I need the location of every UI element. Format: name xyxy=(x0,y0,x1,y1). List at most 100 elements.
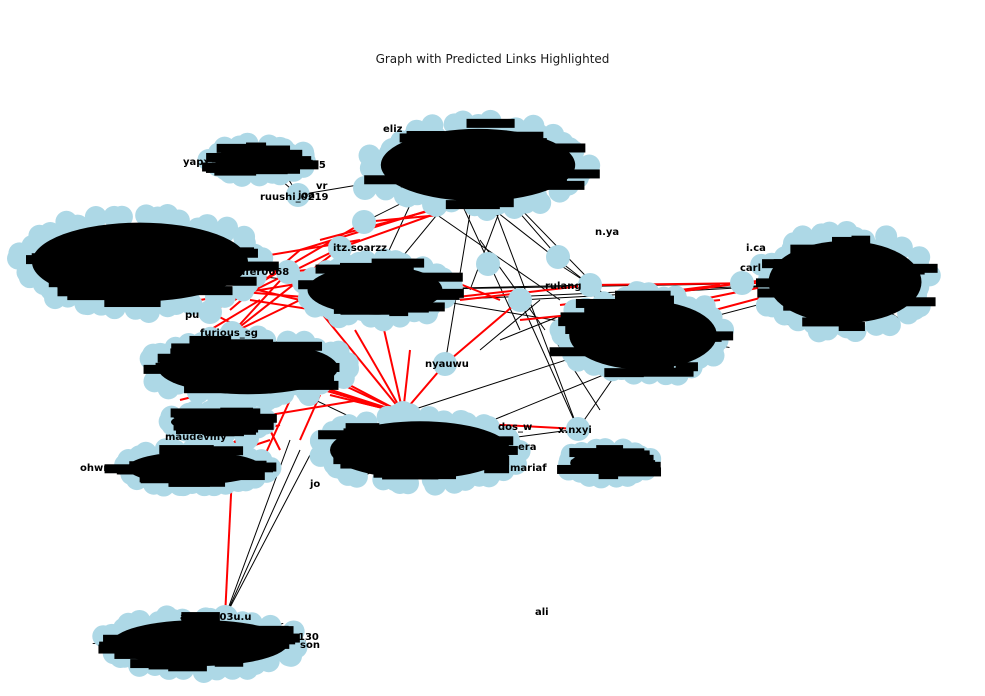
overlapping-label-fragment xyxy=(461,198,514,208)
node-label: era xyxy=(518,442,536,453)
node xyxy=(358,144,381,167)
hub-node xyxy=(198,300,222,324)
figure-title: Graph with Predicted Links Highlighted xyxy=(375,52,610,66)
overlapping-label-fragment xyxy=(560,312,588,322)
edge xyxy=(469,209,501,291)
hub-node xyxy=(433,352,457,376)
overlapping-label-fragment xyxy=(103,634,151,644)
overlapping-label-fragment xyxy=(295,374,335,384)
overlapping-label-fragment xyxy=(221,147,243,157)
overlapping-label-fragment xyxy=(114,649,148,659)
node-label: yapx xyxy=(183,157,210,168)
overlapping-label-fragment xyxy=(194,451,236,461)
overlapping-label-fragment xyxy=(219,339,274,349)
overlapping-label-fragment xyxy=(181,612,220,622)
predicted-link xyxy=(264,399,291,456)
predicted-link xyxy=(224,474,233,618)
overlapping-label-fragment xyxy=(773,259,823,269)
node-label: itz.soarzz xyxy=(333,243,387,254)
overlapping-label-fragment xyxy=(405,303,429,313)
overlapping-label-fragment xyxy=(831,236,858,246)
node-label: rulang xyxy=(545,281,582,292)
overlapping-label-fragment xyxy=(649,361,674,371)
predicted-link xyxy=(209,299,261,331)
overlapping-label-fragment xyxy=(57,287,94,297)
overlapping-label-fragment xyxy=(333,455,355,465)
node xyxy=(422,193,445,216)
overlapping-label-fragment xyxy=(456,192,497,202)
node xyxy=(508,440,531,463)
overlapping-label-fragment xyxy=(340,304,395,314)
overlapping-label-fragment xyxy=(570,459,594,469)
overlapping-label-fragment xyxy=(214,166,257,176)
overlapping-label-fragment xyxy=(783,301,818,311)
overlapping-label-fragment xyxy=(271,164,301,174)
overlapping-label-fragment xyxy=(498,131,544,141)
overlapping-label-fragment xyxy=(371,258,425,268)
hub-node xyxy=(508,288,532,312)
overlapping-label-fragment xyxy=(615,465,649,475)
overlapping-label-fragment xyxy=(199,446,244,456)
overlapping-label-fragment xyxy=(116,465,170,475)
overlapping-label-fragment xyxy=(104,298,161,308)
hub-node xyxy=(578,273,602,297)
edge xyxy=(479,299,541,351)
overlapping-label-fragment xyxy=(624,294,664,304)
node-label: vr xyxy=(316,181,328,192)
overlapping-label-fragment xyxy=(394,423,442,433)
hub-node xyxy=(730,271,754,295)
predicted-link xyxy=(363,214,441,223)
node xyxy=(216,216,239,239)
overlapping-label-fragment xyxy=(202,425,256,435)
node-label: 505 xyxy=(305,160,326,171)
overlapping-label-fragment xyxy=(548,169,600,179)
edge xyxy=(519,299,579,430)
overlapping-label-fragment xyxy=(173,353,198,363)
hub-node xyxy=(328,236,352,260)
predicted-link xyxy=(354,329,404,414)
overlapping-label-fragment xyxy=(343,428,363,438)
node-label: ruushi_0219 xyxy=(260,192,329,203)
node-label: ohwny xyxy=(80,463,117,474)
overlapping-label-fragment xyxy=(466,118,515,128)
overlapping-label-fragment xyxy=(389,307,409,317)
overlapping-label-fragment xyxy=(99,641,131,651)
overlapping-label-fragment xyxy=(342,434,381,444)
overlapping-label-fragment xyxy=(242,165,288,175)
overlapping-label-fragment xyxy=(286,362,340,372)
overlapping-label-fragment xyxy=(904,265,925,275)
overlapping-label-fragment xyxy=(400,178,452,188)
node-label: maudevmy xyxy=(165,432,227,443)
overlapping-label-fragment xyxy=(214,657,244,667)
overlapping-label-fragment xyxy=(171,343,217,353)
overlapping-label-fragment xyxy=(641,367,694,377)
node-label: jo xyxy=(309,479,320,490)
overlapping-label-fragment xyxy=(364,175,404,185)
overlapping-label-fragment xyxy=(220,247,255,257)
overlapping-label-fragment xyxy=(547,143,586,153)
overlapping-label-fragment xyxy=(134,295,156,305)
hub-node xyxy=(476,252,500,276)
overlapping-label-fragment xyxy=(382,470,439,480)
overlapping-label-fragment xyxy=(405,289,446,299)
overlapping-label-fragment xyxy=(491,455,510,465)
overlapping-label-fragment xyxy=(481,446,510,456)
overlapping-label-fragment xyxy=(340,459,370,469)
overlapping-label-fragment xyxy=(386,161,412,171)
overlapping-label-fragment xyxy=(431,470,457,480)
overlapping-label-fragment xyxy=(271,341,323,351)
node-label: n.ya xyxy=(595,227,619,238)
overlapping-label-fragment xyxy=(143,364,189,374)
overlapping-label-fragment xyxy=(48,278,93,288)
hub-node xyxy=(566,417,590,441)
overlapping-label-fragment xyxy=(882,275,913,285)
overlapping-label-fragment xyxy=(345,423,380,433)
overlapping-label-fragment xyxy=(170,348,208,358)
predicted-link xyxy=(444,299,521,365)
overlapping-label-fragment xyxy=(169,477,226,487)
overlapping-label-fragment xyxy=(211,153,238,163)
overlapping-label-fragment xyxy=(885,297,936,307)
edge xyxy=(224,449,301,618)
overlapping-label-fragment xyxy=(315,264,369,274)
overlapping-label-fragment xyxy=(224,261,279,271)
